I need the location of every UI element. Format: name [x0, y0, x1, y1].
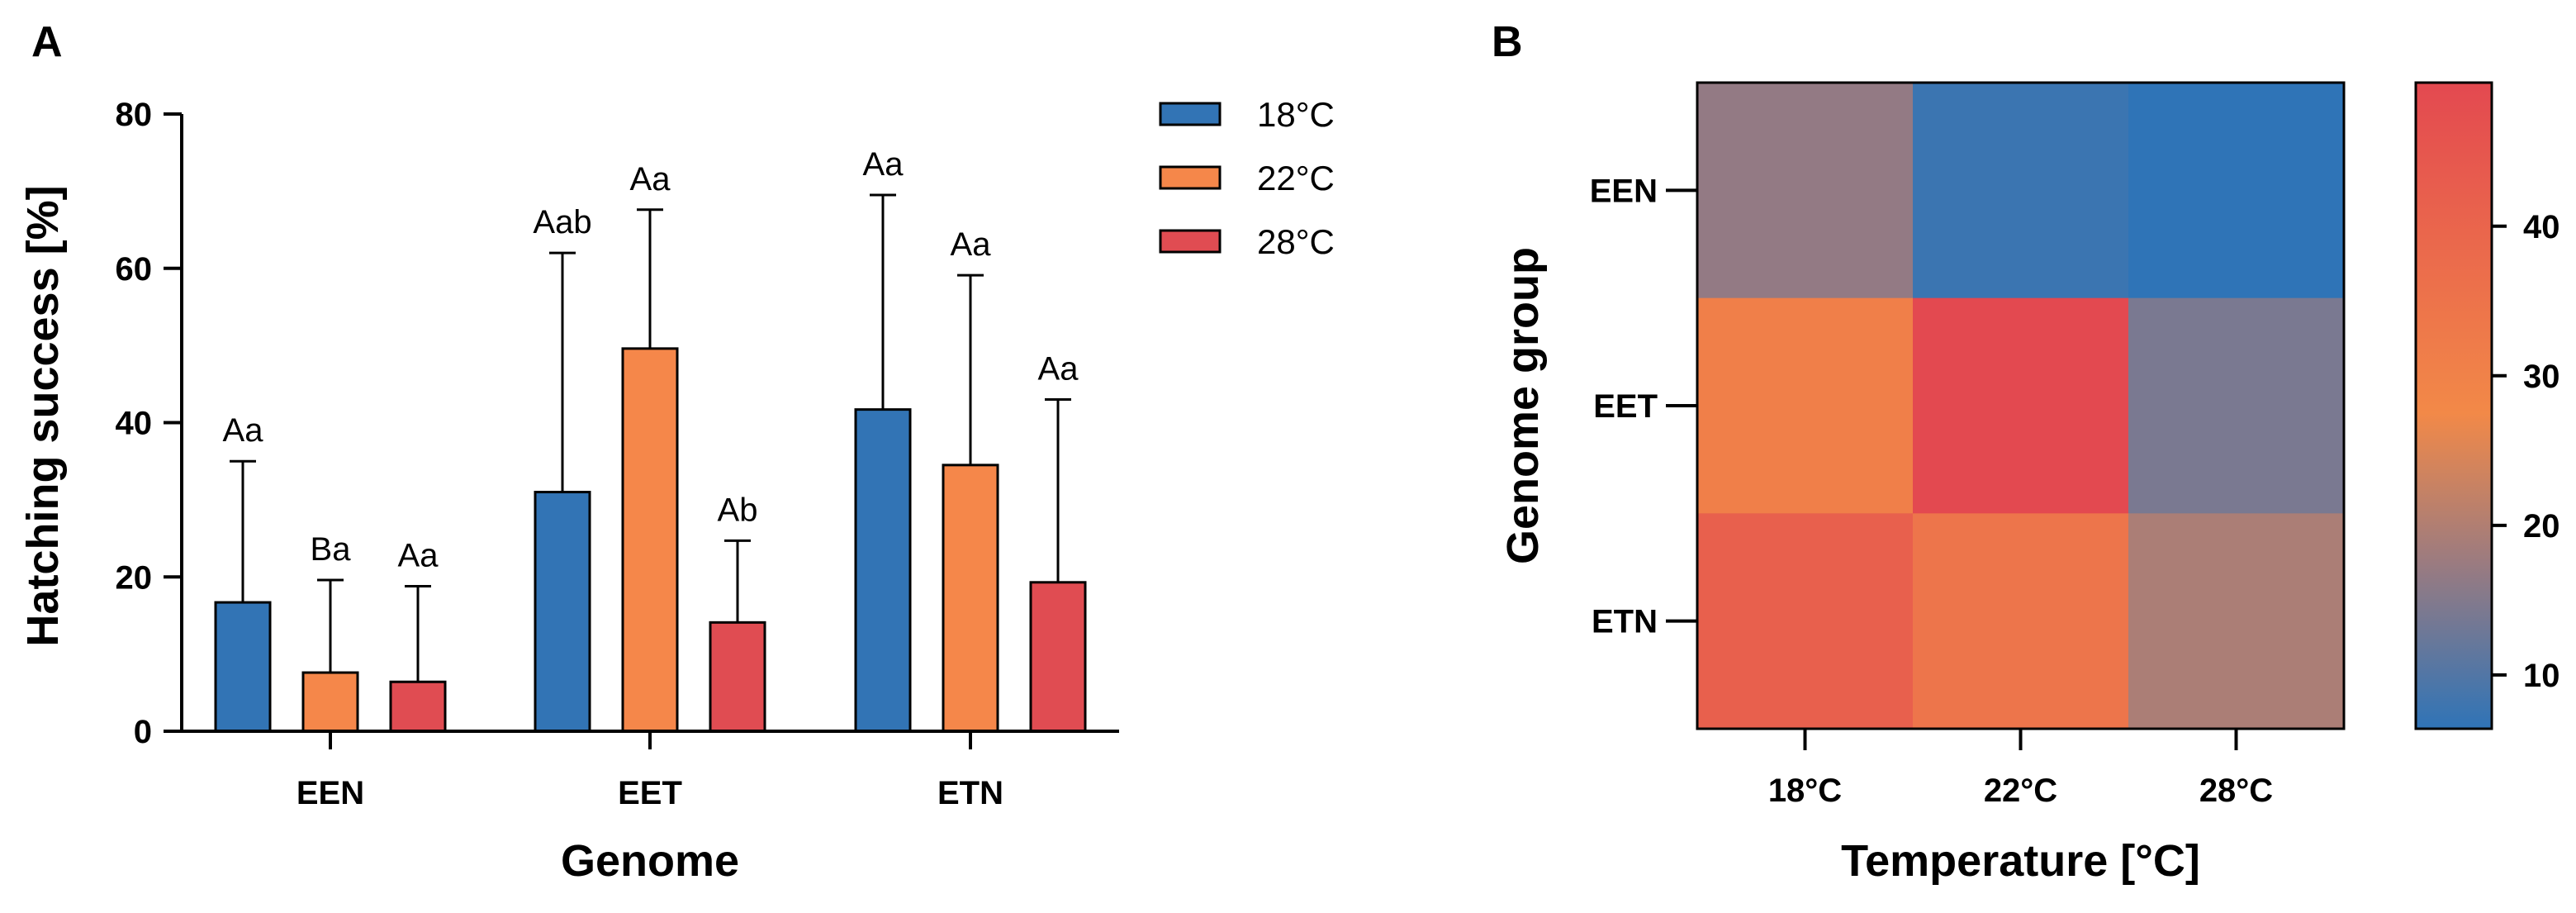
colorbar: [2414, 81, 2493, 730]
bar: [534, 491, 591, 733]
bar: [214, 601, 272, 733]
legend-label: 22°C: [1257, 159, 1335, 197]
colorbar-tick-label: 30: [2523, 359, 2560, 395]
heatmap-cell: [1913, 513, 2129, 730]
bar: [621, 347, 679, 733]
y-tick-label: 20: [116, 559, 153, 596]
colorbar-tick-label: 20: [2523, 508, 2560, 544]
bar: [1029, 581, 1087, 733]
heatmap-cell: [1913, 83, 2129, 299]
significance-label: Aab: [533, 204, 591, 240]
heatmap-y-tick-label: EEN: [1590, 173, 1658, 209]
panel-a-bar-chart: A Aa Ba Aa Aab Aa Ab Aa Aa Aa 0 20 40 60 80 EEN EET ET…: [18, 18, 1335, 886]
bar: [709, 621, 766, 733]
heatmap-cell: [1697, 297, 1914, 514]
legend-label: 28°C: [1257, 222, 1335, 261]
bar: [389, 680, 447, 733]
bar: [854, 408, 912, 733]
x-tick-label: EET: [618, 775, 682, 811]
y-tick-label: 0: [134, 714, 152, 750]
y-axis-title: Hatching success [%]: [18, 185, 68, 646]
heatmap-y-axis-title: Genome group: [1498, 247, 1548, 564]
heatmap-y-tick-label: EET: [1593, 388, 1658, 425]
heatmap-cell: [1697, 513, 1914, 730]
y-tick-label: 80: [116, 97, 153, 133]
heatmap-x-tick-label: 22°C: [1984, 773, 2057, 809]
significance-label: Ba: [311, 531, 352, 568]
bar: [942, 464, 999, 733]
heatmap-x-tick-label: 18°C: [1768, 773, 1842, 809]
legend-swatch: [1159, 165, 1222, 190]
heatmap-y-tick-label: ETN: [1592, 604, 1658, 640]
heatmap-cell: [1913, 297, 2129, 514]
y-tick-label: 40: [116, 406, 153, 442]
significance-label: Ab: [718, 492, 758, 528]
y-tick-label: 60: [116, 251, 153, 288]
panel-b-letter: B: [1492, 18, 1523, 66]
colorbar-tick-label: 40: [2523, 209, 2560, 245]
heatmap-cell: [1697, 83, 1914, 299]
legend-swatch: [1159, 229, 1222, 254]
heatmap-x-tick-label: 28°C: [2199, 773, 2273, 809]
heatmap-x-axis-title: Temperature [°C]: [1841, 836, 2200, 886]
panel-b-heatmap: B EEN EET ETN 18°C 22°C 28°C Genome group Te…: [1492, 18, 2560, 886]
bar: [301, 671, 359, 733]
x-tick-label: EEN: [297, 775, 364, 811]
x-axis-title: Genome: [561, 836, 739, 886]
legend-swatch: [1159, 102, 1222, 126]
x-tick-label: ETN: [937, 775, 1003, 811]
colorbar-tick-label: 10: [2523, 658, 2560, 694]
legend: 18°C 22°C 28°C: [1159, 95, 1335, 261]
heatmap-cell: [2128, 297, 2345, 514]
heatmap-cell: [2128, 83, 2345, 299]
significance-label: Aa: [223, 412, 264, 449]
panel-a-letter: A: [31, 18, 63, 66]
legend-label: 18°C: [1257, 95, 1335, 134]
significance-label: Aa: [630, 161, 671, 197]
significance-label: Aa: [951, 226, 992, 263]
significance-label: Aa: [863, 146, 904, 183]
heatmap-cell: [2128, 513, 2345, 730]
significance-label: Aa: [398, 537, 439, 573]
significance-label: Aa: [1038, 350, 1079, 387]
